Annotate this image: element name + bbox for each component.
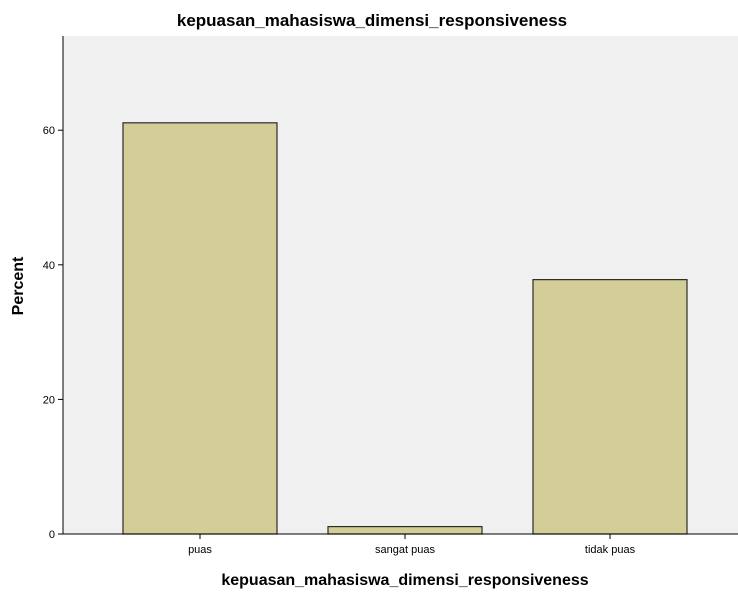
chart-title: kepuasan_mahasiswa_dimensi_responsivenes… xyxy=(177,11,567,30)
y-ticks-group: 0 20 40 60 xyxy=(43,125,63,541)
y-tick-label: 40 xyxy=(43,260,55,272)
bars-group xyxy=(122,122,688,535)
x-axis-label: kepuasan_mahasiswa_dimensi_responsivenes… xyxy=(221,572,588,589)
bar-tidak-puas xyxy=(532,279,688,535)
x-tick-label: tidak puas xyxy=(585,544,636,556)
y-axis-label: Percent xyxy=(10,256,27,315)
x-ticks-group: puas sangat puas tidak puas xyxy=(188,534,636,556)
x-tick-label: sangat puas xyxy=(375,544,435,556)
bar-puas xyxy=(122,122,278,535)
y-tick-label: 0 xyxy=(49,529,55,541)
y-tick-label: 20 xyxy=(43,394,55,406)
bar-sangat-puas xyxy=(327,525,483,535)
y-tick-label: 60 xyxy=(43,125,55,137)
x-tick-label: puas xyxy=(188,544,212,556)
